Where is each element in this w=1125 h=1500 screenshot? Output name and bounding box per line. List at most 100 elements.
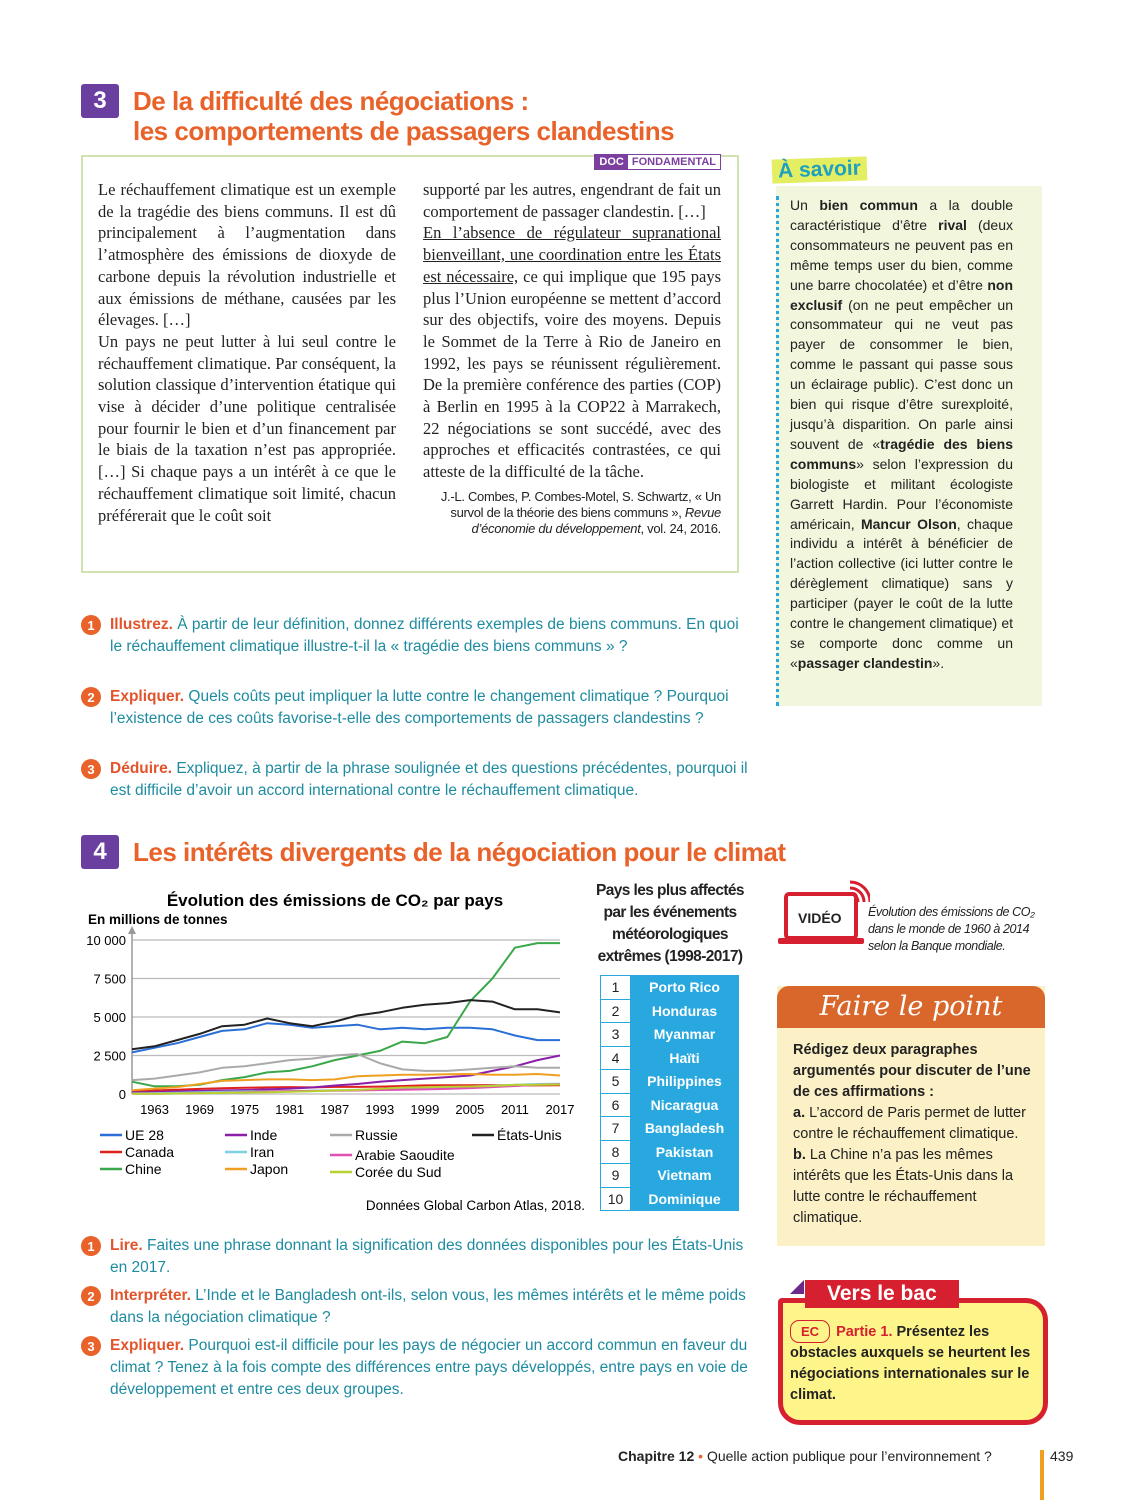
question-text: Déduire. Expliquez, à partir de la phras…: [110, 758, 750, 802]
country: Honduras: [630, 998, 739, 1023]
question-verb: Expliquer.: [110, 1337, 185, 1354]
ranking-row: 9 Vietnam: [600, 1163, 739, 1188]
dotted-border: [776, 196, 779, 706]
doc3-title: De la difficulté des négociations : les …: [133, 86, 675, 146]
part-label: Partie 1.: [836, 1324, 893, 1340]
x-tick-label: 1999: [410, 1102, 439, 1117]
rank: 6: [600, 1092, 631, 1117]
question-number: 1: [81, 615, 101, 635]
rank: 4: [600, 1045, 631, 1070]
tag-doc: DOC: [595, 155, 628, 169]
cite-authors: J.-L. Combes, P. Combes-Motel, S. Schwar…: [440, 488, 721, 520]
a-savoir-text: Un bien commun a la double caractéristiq…: [790, 197, 1014, 671]
page-number: 439: [1050, 1448, 1074, 1464]
cite-volume: , vol. 24, 2016.: [640, 520, 722, 536]
legend-label: Japon: [250, 1161, 288, 1177]
series-line-5: [131, 1073, 561, 1092]
legend-label: Russie: [355, 1127, 398, 1143]
paragraph: Le réchauffement climatique est un exemp…: [98, 180, 396, 330]
ranking-row: 8 Pakistan: [600, 1139, 739, 1164]
question-number: 2: [81, 1286, 101, 1306]
series-line-8: [131, 1083, 561, 1095]
ranking-row: 10 Dominique: [600, 1186, 739, 1211]
legend-label: Arabie Saoudite: [355, 1147, 455, 1163]
rank: 10: [600, 1186, 631, 1211]
x-tick-label: 1963: [140, 1102, 169, 1117]
ranking-row: 2 Honduras: [600, 998, 739, 1023]
question-body: L’Inde et le Bangladesh ont-ils, selon v…: [110, 1287, 746, 1326]
y-tick-label: 10 000: [86, 933, 126, 948]
x-tick-label: 2011: [501, 1102, 529, 1117]
question-text: Expliquer. Quels coûts peut impliquer la…: [110, 686, 750, 730]
x-tick-label: 2005: [455, 1102, 484, 1117]
y-tick-label: 2 500: [93, 1049, 126, 1064]
y-axis-label: En millions de tonnes: [88, 912, 228, 927]
x-tick-label: 1993: [365, 1102, 394, 1117]
faire-le-point-box: [777, 986, 1045, 1246]
cite-journal: Revue d’économie du développement: [471, 504, 722, 536]
rank: 1: [600, 975, 631, 1000]
series-line-3: [131, 1054, 561, 1094]
paragraph: supporté par les autres, engendrant de f…: [423, 180, 721, 221]
doc-fondamental-tag: DOC FONDAMENTAL: [594, 154, 721, 170]
question-text: Expliquer. Pourquoi est-il difficile pou…: [110, 1335, 750, 1401]
a-savoir-title: À savoir: [771, 156, 868, 184]
ribbon-fold: [790, 1280, 804, 1294]
chapter-label: Chapitre 12: [618, 1448, 695, 1464]
y-tick-label: 5 000: [93, 1010, 126, 1025]
ranking-title: Pays les plus affectés par les événement…: [596, 882, 745, 965]
video-link[interactable]: VIDÉO: [778, 880, 872, 955]
statement-b: La Chine n’a pas les mêmes intérêts que …: [793, 1147, 1014, 1226]
country: Philippines: [630, 1069, 739, 1094]
series-line-2: [131, 942, 560, 1088]
country: Myanmar: [630, 1022, 739, 1047]
citation: J.-L. Combes, P. Combes-Motel, S. Schwar…: [423, 489, 721, 537]
question-number: 2: [81, 687, 101, 707]
question-body: À partir de leur définition, donnez diff…: [110, 616, 739, 655]
text-column-right: supporté par les autres, engendrant de f…: [423, 179, 721, 537]
tag-label: FONDAMENTAL: [631, 156, 716, 168]
doc4-title: Les intérêts divergents de la négociatio…: [133, 837, 786, 867]
y-tick-label: 7 500: [93, 972, 126, 987]
statement-a: L’accord de Paris permet de lutter contr…: [793, 1105, 1026, 1142]
legend-label: Chine: [125, 1161, 162, 1177]
ranking-row: 7 Bangladesh: [600, 1116, 739, 1141]
legend-label: Corée du Sud: [355, 1164, 441, 1180]
y-axis-arrow: [128, 926, 136, 934]
question-verb: Expliquer.: [110, 688, 185, 705]
question-number: 3: [81, 1336, 101, 1356]
series-line-0: [131, 1022, 560, 1054]
legend-label: UE 28: [125, 1127, 164, 1143]
laptop-video-icon: [778, 880, 872, 944]
vers-le-bac-title: Vers le bac: [805, 1280, 959, 1308]
series-line-9: [131, 999, 561, 1051]
a-savoir-box: [776, 186, 1042, 706]
country: Nicaragua: [630, 1092, 739, 1117]
vers-le-bac-text: EC Partie 1. Présentez les obstacles auxq…: [790, 1320, 1035, 1406]
rank: 7: [600, 1116, 631, 1141]
title-line: les comportements de passagers clandesti…: [133, 116, 675, 146]
ranking-row: 4 Haïti: [600, 1045, 739, 1070]
country: Bangladesh: [630, 1116, 739, 1141]
chapter-title: Quelle action publique pour l’environnem…: [706, 1448, 992, 1464]
separator: •: [694, 1448, 707, 1464]
doc-number-badge: 3: [81, 84, 119, 118]
rank: 9: [600, 1163, 631, 1188]
doc-number-badge: 4: [81, 835, 119, 869]
country: Dominique: [630, 1186, 739, 1211]
ranking-row: 5 Philippines: [600, 1069, 739, 1094]
ranking-row: 6 Nicaragua: [600, 1092, 739, 1117]
label-a: a.: [793, 1105, 806, 1121]
question-text: Illustrez. À partir de leur définition, …: [110, 614, 750, 658]
question-text: Lire. Faites une phrase donnant la signi…: [110, 1235, 750, 1279]
ec-tag: EC: [790, 1320, 831, 1343]
x-tick-label: 1975: [230, 1102, 259, 1117]
country: Porto Rico: [630, 975, 739, 1000]
country: Pakistan: [630, 1139, 739, 1164]
x-tick-label: 1981: [275, 1102, 304, 1117]
paragraph: ce qui implique que 195 pays plus l’Unio…: [423, 266, 721, 482]
country: Vietnam: [630, 1163, 739, 1188]
legend-label: États-Unis: [497, 1127, 562, 1143]
legend-label: Iran: [250, 1144, 274, 1160]
question-verb: Lire.: [110, 1237, 143, 1254]
